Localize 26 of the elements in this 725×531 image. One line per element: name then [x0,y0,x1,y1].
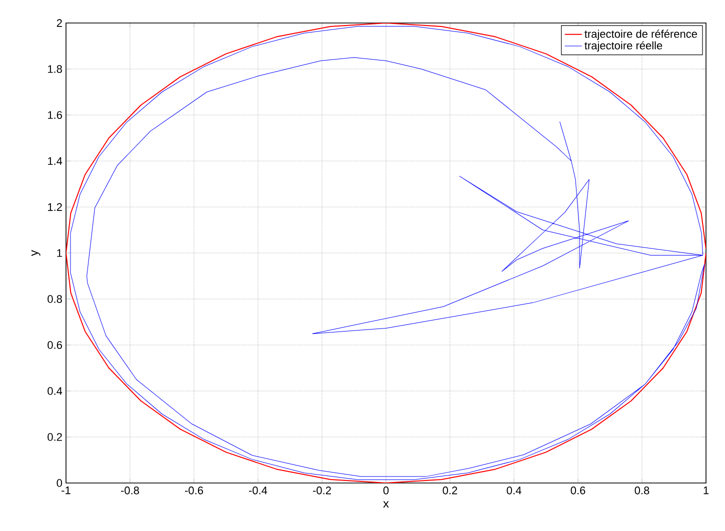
y-tick-label: 0.2 [48,433,62,441]
legend-label: trajectoire de référence [584,30,697,40]
x-tick-label: 0 [383,486,389,494]
x-tick-label: 0.2 [442,486,458,494]
x-tick-label: -0.4 [249,486,268,494]
legend-label: trajectoire réelle [584,41,662,52]
x-tick-label: -0.6 [185,486,203,494]
y-tick-label: 1.4 [48,157,62,165]
y-tick-label: 0.8 [48,295,62,303]
x-tick-label: 0.6 [570,486,586,494]
x-tick-label: -0.8 [121,486,139,494]
x-tick-label: 0.4 [506,486,522,494]
y-tick-label: 1.2 [48,203,62,211]
y-tick-label: 1.8 [48,65,62,73]
y-tick-label: 0 [56,479,62,487]
y-tick-label: 0.4 [48,387,62,395]
y-tick-label: 2 [56,19,62,27]
y-tick-label: 0.6 [48,341,62,349]
y-tick-label: 1.6 [48,111,62,119]
x-tick-label: 0.8 [634,486,650,494]
x-axis-title: x [383,501,389,508]
x-tick-label: 1 [704,486,709,494]
x-tick-label: -0.2 [313,486,331,494]
y-tick-label: 1 [57,249,62,257]
y-axis-title: y [31,250,40,256]
x-tick-label: -1 [62,486,70,494]
